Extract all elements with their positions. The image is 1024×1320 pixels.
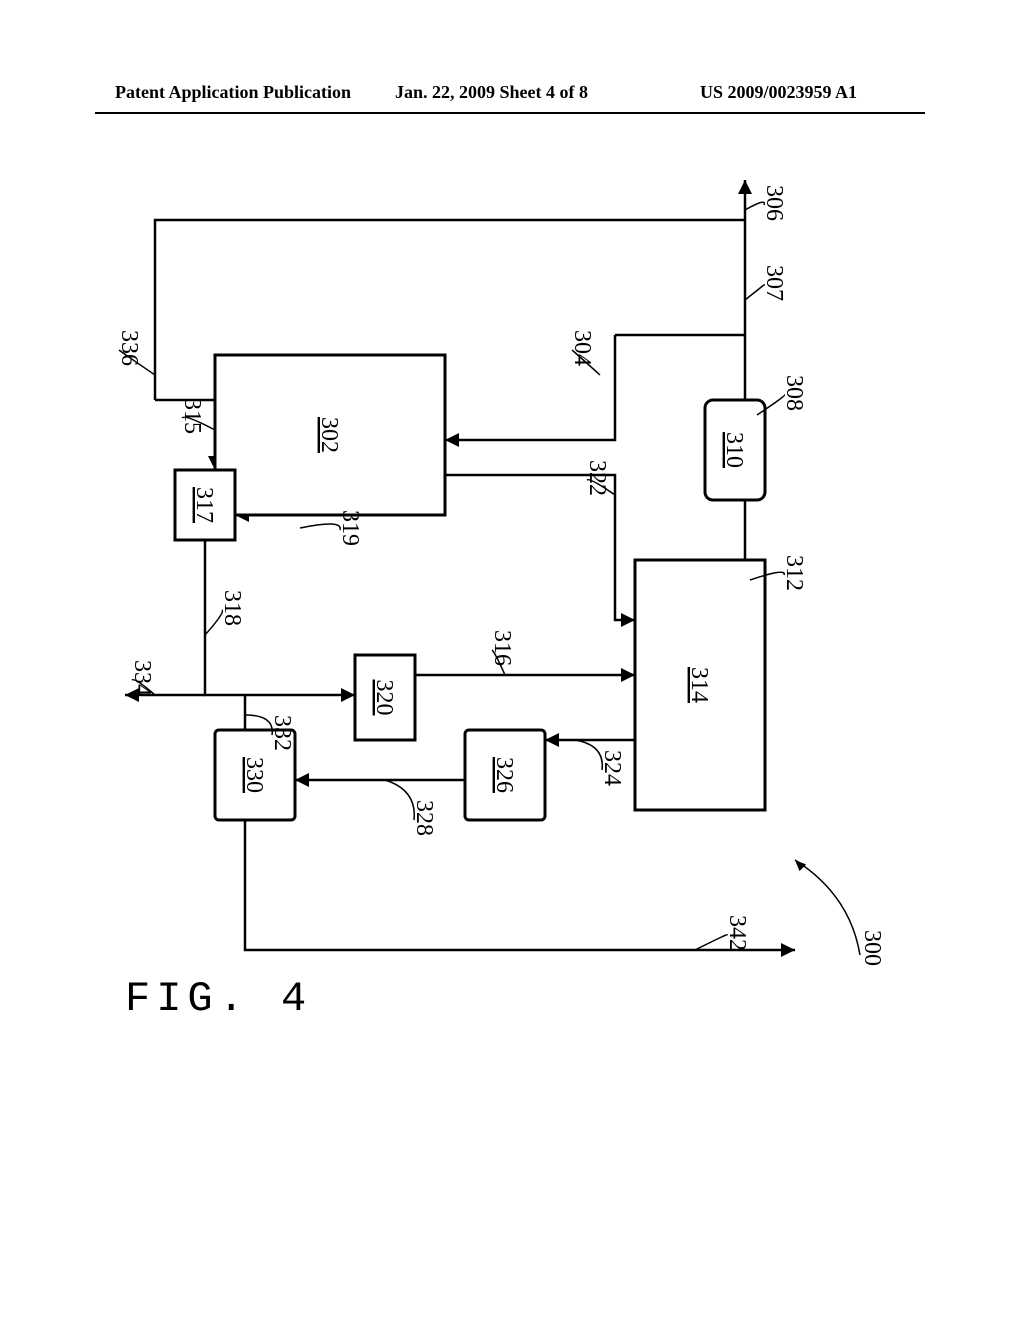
box-label-310: 310 [721, 432, 747, 468]
ref-342: 342 [724, 915, 750, 951]
leader-342 [695, 935, 727, 950]
header-right: US 2009/0023959 A1 [700, 82, 857, 103]
ref-300: 300 [859, 930, 885, 966]
header-center: Jan. 22, 2009 Sheet 4 of 8 [395, 82, 588, 103]
ref-322: 322 [584, 460, 610, 496]
ref-304: 304 [569, 330, 595, 366]
ref-332: 332 [269, 715, 295, 751]
ref-308: 308 [781, 375, 807, 411]
ref-334: 334 [129, 660, 155, 696]
ref-319: 319 [337, 510, 363, 546]
ref-328: 328 [411, 800, 437, 836]
ref-306: 306 [761, 185, 787, 221]
leader-319 [300, 524, 340, 530]
box-label-314: 314 [686, 667, 712, 703]
ref-316: 316 [489, 630, 515, 666]
flow-342 [245, 820, 795, 950]
box-label-330: 330 [241, 757, 267, 793]
header-left: Patent Application Publication [115, 82, 351, 103]
ref-324: 324 [599, 750, 625, 786]
ref-315: 315 [179, 398, 205, 434]
ref-307: 307 [761, 265, 787, 301]
box-label-320: 320 [371, 680, 397, 716]
flow-diagram: 302 310 314 317 320 326 330 300 306 307 308 312 304 3… [95, 160, 925, 1160]
ref-312: 312 [781, 555, 807, 591]
flow-322 [445, 475, 635, 620]
leader-300 [795, 860, 860, 955]
box-label-302: 302 [316, 417, 342, 453]
ref-336: 336 [116, 330, 142, 366]
box-label-317: 317 [191, 487, 217, 523]
ref-318: 318 [219, 590, 245, 626]
header-rule [95, 112, 925, 114]
leader-328 [385, 780, 414, 820]
leader-324 [575, 740, 602, 770]
box-label-326: 326 [491, 757, 517, 793]
page: Patent Application Publication Jan. 22, … [0, 0, 1024, 1320]
